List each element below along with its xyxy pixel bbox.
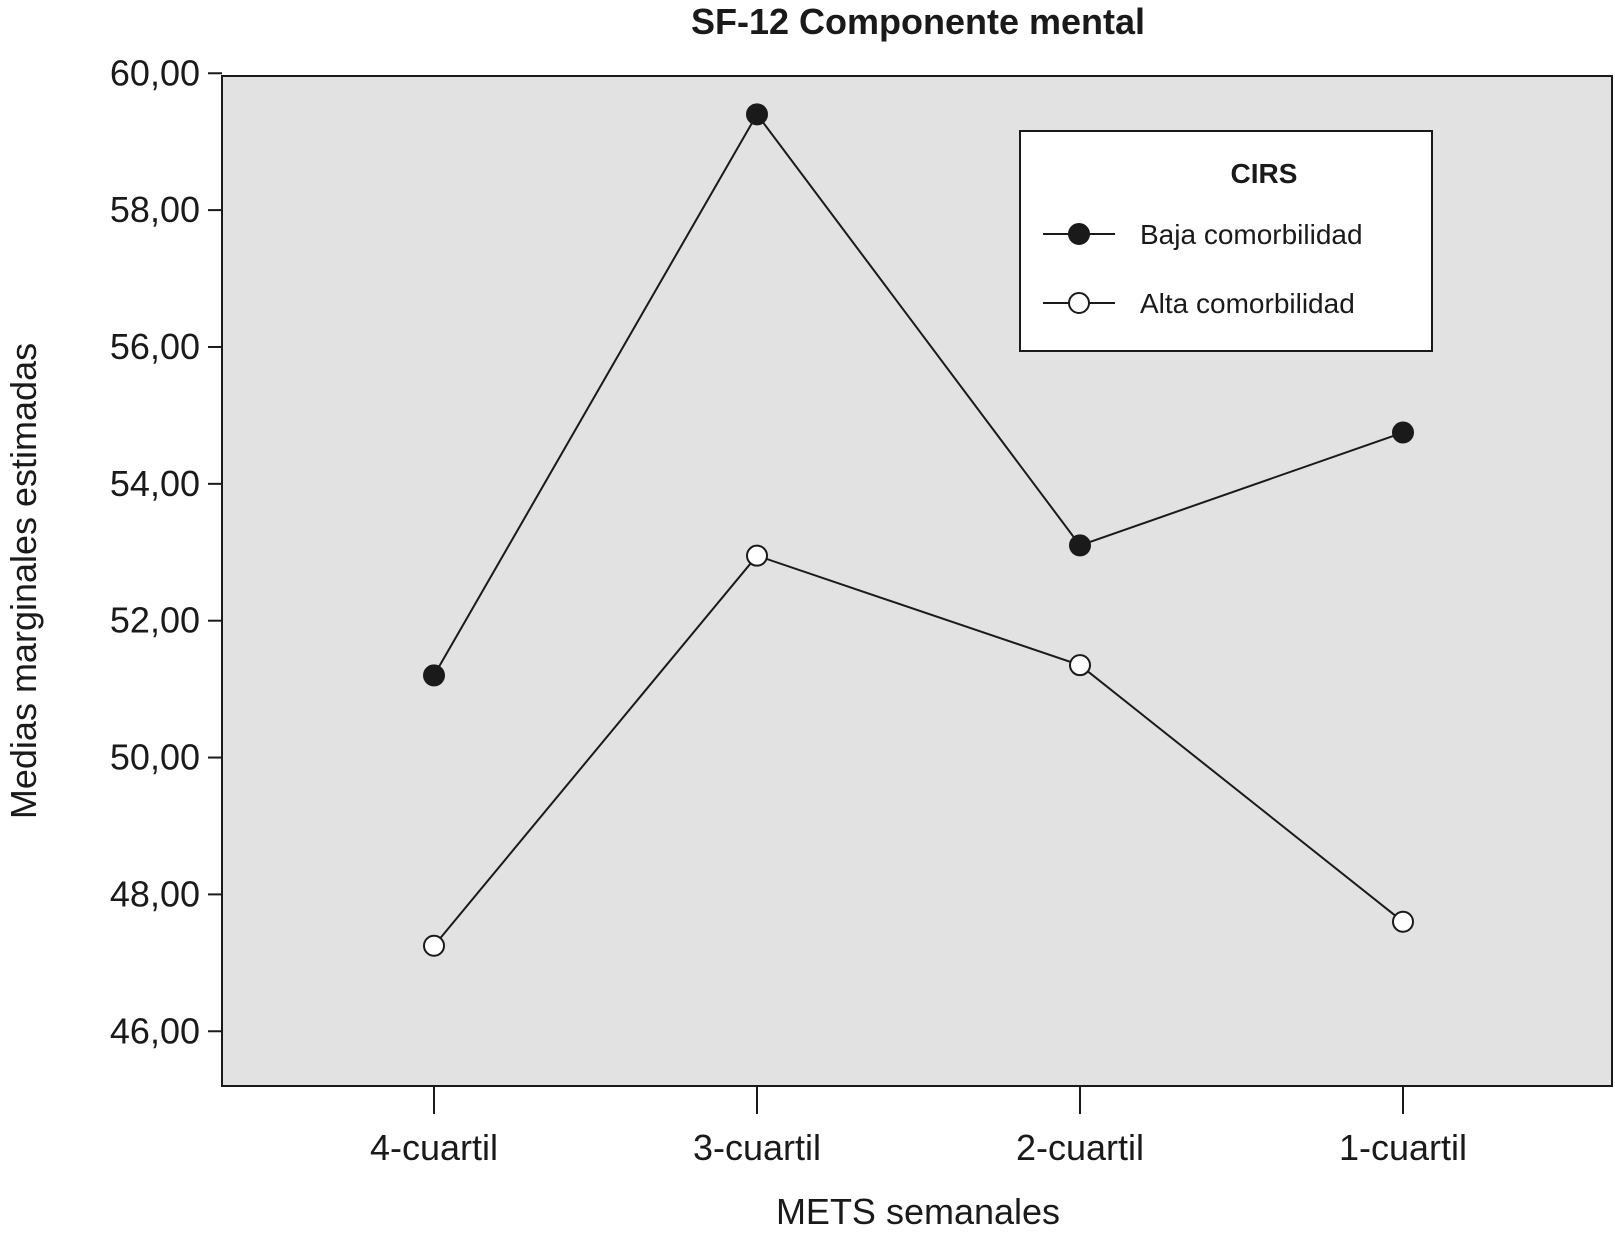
x-tick-label: 1-cuartil xyxy=(1339,1127,1467,1168)
legend-box xyxy=(1019,130,1433,352)
series-line-1 xyxy=(433,554,1404,947)
y-tick-label: 56,00 xyxy=(110,326,200,367)
legend-marker xyxy=(1068,223,1090,245)
legend-entries: Baja comorbilidad Alta comorbilidad xyxy=(1043,219,1363,319)
series-line-0 xyxy=(433,112,1404,676)
data-point xyxy=(1392,910,1414,933)
chart-title: SF-12 Componente mental xyxy=(691,1,1145,42)
data-point xyxy=(1069,534,1091,557)
x-tick-label: 4-cuartil xyxy=(370,1127,498,1168)
legend-marker xyxy=(1068,292,1090,314)
x-tick-label: 3-cuartil xyxy=(693,1127,821,1168)
x-axis-title: METS semanales xyxy=(776,1191,1060,1232)
legend-label: Alta comorbilidad xyxy=(1140,288,1355,319)
data-point xyxy=(423,664,445,687)
data-point xyxy=(746,103,768,126)
y-tick-label: 48,00 xyxy=(110,873,200,914)
y-tick-label: 50,00 xyxy=(110,737,200,778)
legend-label: Baja comorbilidad xyxy=(1140,219,1363,250)
x-tick-label: 2-cuartil xyxy=(1016,1127,1144,1168)
data-point xyxy=(423,934,445,957)
y-tick-label: 46,00 xyxy=(110,1010,200,1051)
legend-title: CIRS xyxy=(1231,158,1298,189)
data-point xyxy=(1392,421,1414,444)
y-axis-title: Medias marginales estimadas xyxy=(3,343,44,819)
data-point xyxy=(746,544,768,567)
y-tick-label: 60,00 xyxy=(110,52,200,93)
y-tick-label: 52,00 xyxy=(110,600,200,641)
data-point xyxy=(1069,654,1091,677)
legend: CIRS Baja comorbilidad Alta comorbilidad xyxy=(1019,130,1433,352)
y-tick-label: 54,00 xyxy=(110,463,200,504)
y-axis: 46,00 48,00 50,00 52,00 54,00 56,00 58,00 60,00 xyxy=(110,52,222,1051)
series-layer xyxy=(423,103,1414,957)
x-axis: 4-cuartil 3-cuartil 2-cuartil 1-cuartil xyxy=(370,1086,1467,1168)
y-tick-label: 58,00 xyxy=(110,189,200,230)
